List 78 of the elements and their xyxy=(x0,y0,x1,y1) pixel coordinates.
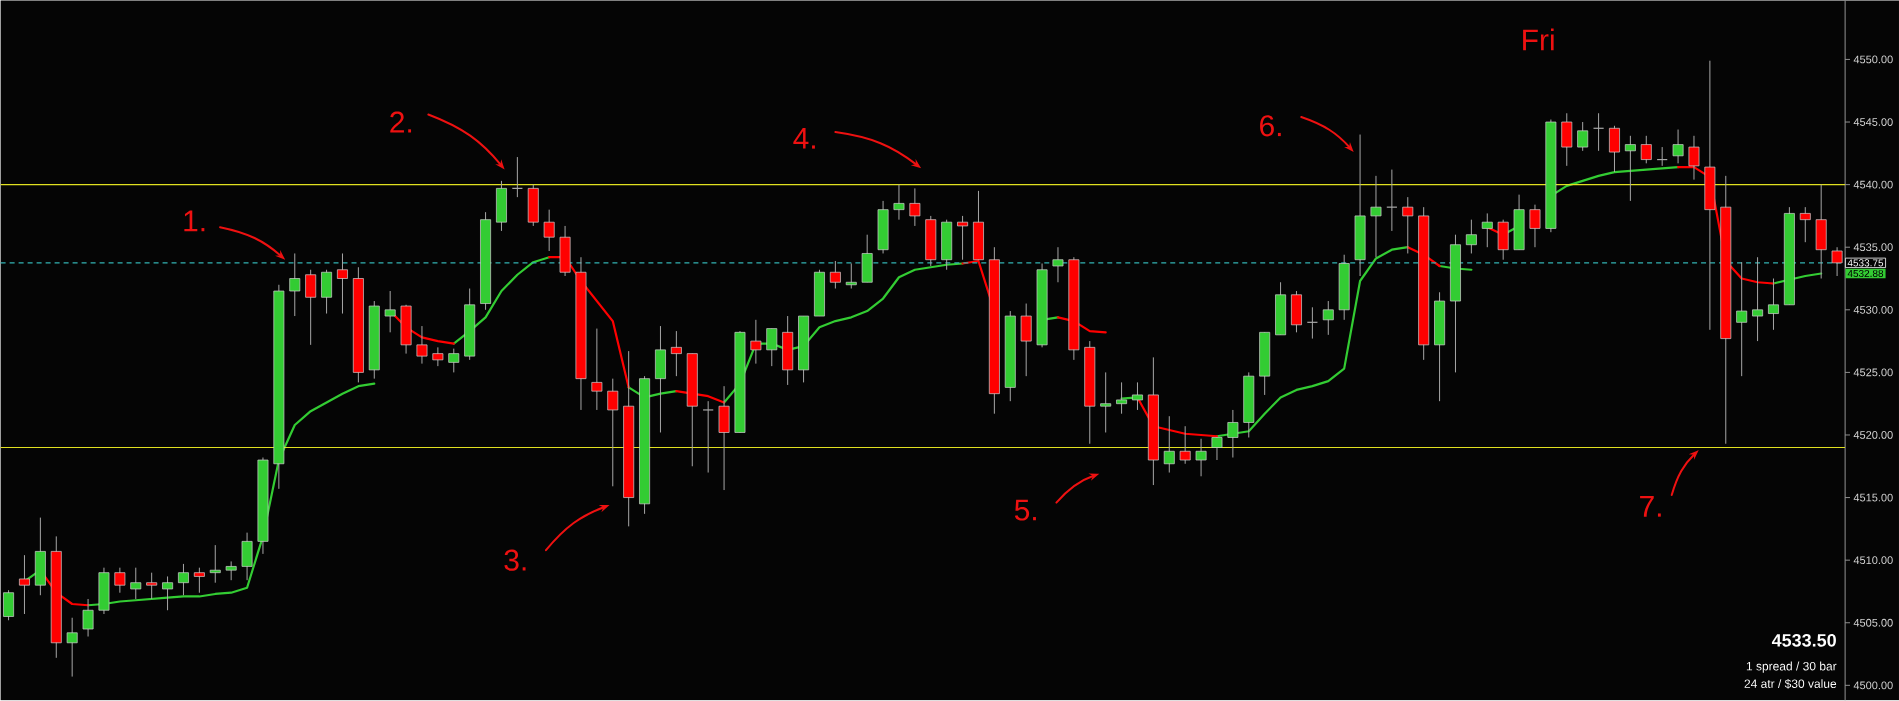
y-tick-label: 4510.00 xyxy=(1853,556,1893,565)
candlestick xyxy=(829,260,841,290)
candlestick xyxy=(1465,219,1477,254)
annotation: 3. xyxy=(504,549,526,571)
annotation: 4533.50 xyxy=(1771,633,1836,647)
candlestick xyxy=(225,560,237,581)
candlestick xyxy=(1211,437,1223,461)
candlestick xyxy=(1672,129,1684,164)
candlestick xyxy=(1052,246,1064,283)
text: 4532.88 xyxy=(1847,269,1884,278)
candlestick xyxy=(1481,212,1493,248)
y-tick-label: 4530.00 xyxy=(1853,305,1893,314)
candlestick xyxy=(1195,438,1207,477)
candlestick xyxy=(1831,246,1843,277)
annotation: 2. xyxy=(390,111,412,133)
y-tick-label: 4505.00 xyxy=(1853,618,1893,627)
candlestick xyxy=(178,563,189,596)
candlestick xyxy=(193,567,205,594)
y-tick-label: 4515.00 xyxy=(1853,493,1893,502)
candlestick xyxy=(1577,121,1589,152)
candlestick xyxy=(114,567,126,594)
candlestick xyxy=(1179,425,1191,465)
candlestick xyxy=(1799,206,1811,243)
candlestick xyxy=(1100,371,1112,433)
annotation: 1 spread / 30 bar xyxy=(1746,661,1837,673)
candlestick xyxy=(432,346,444,367)
candlestick xyxy=(337,252,348,315)
candlestick xyxy=(1116,381,1128,415)
candlestick xyxy=(1768,278,1779,331)
annotation: 1. xyxy=(184,210,205,232)
candlestick xyxy=(702,400,714,474)
y-tick-label: 4535.00 xyxy=(1853,243,1893,252)
y-tick-label: 4500.00 xyxy=(1853,681,1893,690)
annotation: 24 atr / $30 value xyxy=(1744,678,1837,689)
candlestick xyxy=(670,330,682,377)
candlestick xyxy=(1370,175,1382,258)
y-tick-label: 4540.00 xyxy=(1853,180,1893,189)
y-tick-label: 4525.00 xyxy=(1853,368,1893,377)
candlestick xyxy=(289,252,301,317)
y-tick-label: 4550.00 xyxy=(1853,55,1893,64)
ref-line-label: 4533.75 xyxy=(1847,259,1884,267)
candlestick xyxy=(750,319,762,365)
annotation: 6. xyxy=(1260,115,1281,137)
y-tick-label: 4545.00 xyxy=(1853,118,1893,126)
candlestick xyxy=(448,348,460,373)
candlestick xyxy=(1227,409,1239,459)
candlestick xyxy=(1132,381,1143,411)
candlestick xyxy=(3,589,14,621)
candlestick xyxy=(1322,300,1334,336)
candlestick xyxy=(1592,112,1605,152)
candlestick xyxy=(1163,415,1175,474)
candlestick xyxy=(305,269,317,346)
candlestick xyxy=(146,572,158,600)
annotation: 7. xyxy=(1640,496,1661,517)
candlestick xyxy=(845,263,857,290)
candlestick xyxy=(766,328,778,367)
candlestick xyxy=(1752,256,1764,342)
candlestick xyxy=(66,617,78,678)
candlestick xyxy=(1640,135,1652,164)
candlestick xyxy=(1529,204,1541,248)
candlestick xyxy=(543,209,555,252)
annotation: Fri xyxy=(1523,28,1554,51)
candlestick xyxy=(130,567,142,600)
annotation: 4. xyxy=(793,128,815,149)
candlestick xyxy=(1402,196,1414,254)
candlestick xyxy=(384,290,396,333)
candlestick xyxy=(1609,125,1620,173)
candlestick xyxy=(591,328,603,411)
candlestick xyxy=(957,215,969,261)
candlestick xyxy=(909,187,921,227)
candlestick xyxy=(607,378,619,487)
annotation: 5. xyxy=(1014,499,1036,521)
candlestick xyxy=(19,554,30,615)
y-tick-label: 4520.00 xyxy=(1853,431,1893,439)
candlestick xyxy=(893,184,905,221)
candlestick xyxy=(416,325,428,365)
candlestick xyxy=(209,544,221,584)
candlestick xyxy=(1736,261,1748,377)
